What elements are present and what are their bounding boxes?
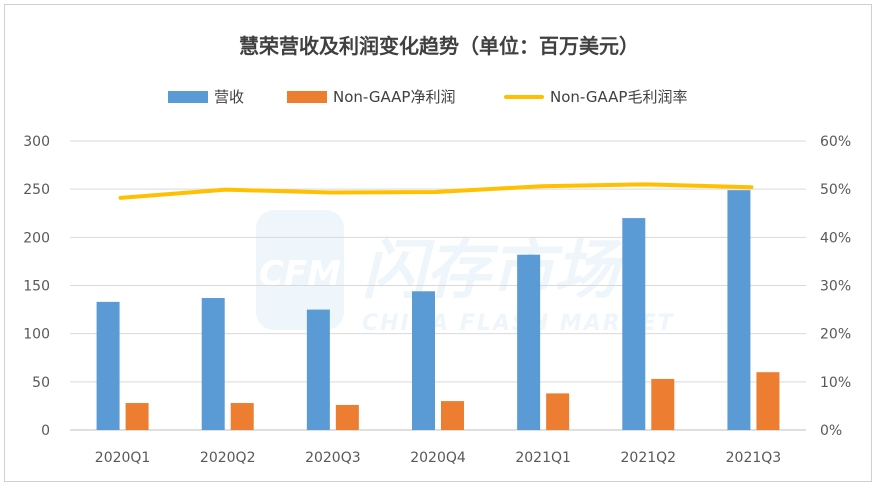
watermark-logo-box bbox=[256, 210, 344, 330]
legend-label-gross-margin: Non-GAAP毛利润率 bbox=[550, 88, 688, 106]
x-tick-label: 2020Q3 bbox=[305, 450, 361, 466]
y-left-tick-label: 150 bbox=[23, 279, 50, 295]
x-tick-label: 2020Q1 bbox=[95, 450, 151, 466]
bar-revenue bbox=[412, 291, 435, 430]
bar-revenue bbox=[96, 301, 120, 430]
grid-lines bbox=[70, 140, 806, 431]
bar-revenue bbox=[306, 309, 330, 430]
bar-net-profit bbox=[546, 393, 570, 430]
line-gross-margin bbox=[118, 182, 754, 200]
y-right-tick-label: 40% bbox=[820, 230, 851, 246]
y-right-tick-label: 50% bbox=[820, 182, 851, 198]
y-right-tick-label: 60% bbox=[820, 134, 851, 150]
y-left-tick-label: 300 bbox=[23, 134, 50, 150]
legend-swatch-gross-margin bbox=[504, 94, 544, 99]
legend-label-revenue: 营收 bbox=[214, 88, 245, 106]
x-tick-label: 2020Q4 bbox=[410, 450, 466, 466]
x-tick-label: 2021Q3 bbox=[726, 450, 782, 466]
bar-net-profit bbox=[441, 401, 464, 430]
bar-revenue bbox=[517, 254, 541, 430]
y-left-tick-label: 200 bbox=[23, 230, 50, 246]
bars-layer bbox=[96, 190, 780, 430]
bar-net-profit bbox=[651, 378, 675, 430]
y-right-tick-label: 20% bbox=[820, 327, 851, 343]
bar-revenue bbox=[201, 298, 225, 430]
legend-item-gross-margin: Non-GAAP毛利润率 bbox=[504, 86, 687, 107]
bar-revenue bbox=[622, 218, 646, 430]
y-right-tick-label: 0% bbox=[820, 423, 842, 439]
legend-item-net-profit: Non-GAAP净利润 bbox=[287, 86, 455, 107]
y-left-tick-label: 0 bbox=[41, 423, 50, 439]
x-axis: 2020Q1 2020Q2 2020Q3 2020Q4 2021Q1 2021Q2 2021… bbox=[95, 450, 781, 466]
bar-net-profit bbox=[125, 403, 149, 430]
watermark-logo-text: CFM bbox=[259, 254, 341, 294]
y-left-tick-label: 250 bbox=[23, 182, 50, 198]
x-tick-label: 2021Q1 bbox=[515, 450, 571, 466]
y-left-tick-label: 100 bbox=[23, 327, 50, 343]
watermark-cn-text: 闪存市场 bbox=[362, 234, 624, 308]
bar-net-profit bbox=[230, 403, 254, 430]
y-axis-right: 0% 10% 20% 30% 40% 50% 60% bbox=[820, 134, 851, 439]
chart-frame bbox=[4, 4, 872, 482]
y-left-tick-label: 50 bbox=[32, 375, 50, 391]
line-layer bbox=[118, 182, 754, 200]
bar-net-profit bbox=[335, 404, 359, 430]
y-axis-left: 0 50 100 150 200 250 300 bbox=[23, 134, 50, 439]
legend-swatch-revenue bbox=[168, 90, 208, 103]
bar-net-profit bbox=[756, 372, 780, 430]
y-right-tick-label: 30% bbox=[820, 279, 851, 295]
bar-revenue bbox=[727, 190, 751, 430]
legend-swatch-net-profit bbox=[287, 90, 327, 103]
chart-title: 慧荣营收及利润变化趋势（单位：百万美元） bbox=[239, 34, 639, 58]
legend-label-net-profit: Non-GAAP净利润 bbox=[333, 88, 456, 106]
chart-legend: 营收 Non-GAAP净利润 Non-GAAP毛利润率 bbox=[0, 86, 878, 110]
legend-item-revenue: 营收 bbox=[168, 86, 244, 107]
y-right-tick-label: 10% bbox=[820, 375, 851, 391]
x-tick-label: 2020Q2 bbox=[200, 450, 256, 466]
x-tick-label: 2021Q2 bbox=[621, 450, 677, 466]
